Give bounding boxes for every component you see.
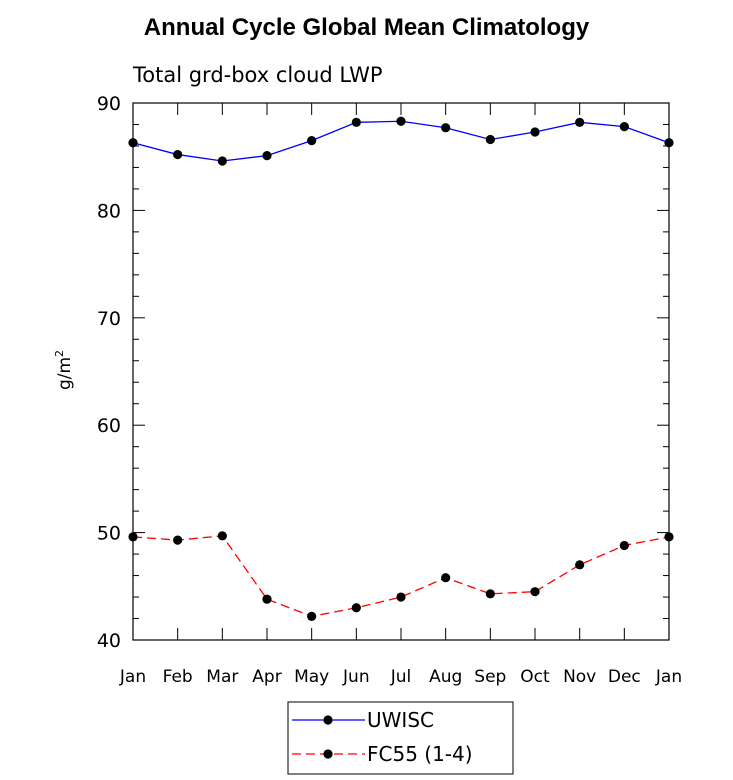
legend-item: FC55 (1-4) (292, 742, 473, 766)
legend-marker (323, 749, 333, 759)
y-tick-label: 90 (97, 93, 121, 115)
data-point (619, 540, 629, 551)
data-point (173, 535, 183, 545)
chart-title: Annual Cycle Global Mean Climatology (143, 14, 590, 41)
y-axis-label-superscript: 2 (53, 350, 66, 357)
data-point (619, 122, 629, 132)
series-1 (128, 531, 674, 621)
data-point (217, 531, 227, 541)
x-tick-label: Jul (390, 667, 412, 687)
data-point (307, 611, 317, 621)
series-line (132, 535, 670, 618)
data-point (307, 135, 317, 146)
data-point (262, 151, 272, 161)
x-tick-label: Apr (252, 667, 281, 687)
data-point (396, 592, 406, 602)
data-point (217, 156, 227, 166)
x-tick-label: Aug (429, 667, 462, 687)
series-layer (128, 116, 674, 621)
data-point (396, 116, 406, 126)
x-tick-label: Dec (608, 667, 641, 687)
y-tick-label: 50 (97, 523, 121, 545)
legend-box (287, 701, 514, 775)
axis-ticks: 40 50 60 70 80 90 Jan Feb Mar Apr May Jun Jul Aug Sep O… (97, 93, 682, 687)
legend: UWISC FC55 (1-4) (287, 701, 514, 775)
x-tick-label: Sep (474, 667, 506, 687)
data-point (530, 127, 540, 137)
x-tick-label: Mar (206, 667, 238, 687)
y-tick-label: 80 (97, 200, 121, 222)
series-0 (128, 116, 674, 166)
x-tick-label: Oct (520, 667, 550, 687)
data-point (351, 117, 361, 127)
x-tick-label: Nov (563, 667, 596, 687)
data-point (664, 532, 674, 542)
series-line (132, 120, 670, 162)
plot-frame (132, 102, 670, 641)
data-point (664, 138, 674, 148)
data-point (530, 587, 540, 597)
data-point (485, 134, 495, 145)
legend-marker (323, 715, 333, 725)
legend-item: UWISC (292, 708, 434, 732)
y-axis-label-text: g/m (55, 357, 75, 390)
axes-frame (132, 102, 670, 641)
legend-label: FC55 (1-4) (367, 742, 473, 766)
data-point (441, 573, 451, 583)
x-tick-label: Jan (655, 667, 682, 687)
data-point (173, 149, 183, 160)
y-tick-label: 70 (97, 308, 121, 330)
y-axis-label: g/m2 (53, 350, 75, 390)
data-point (485, 589, 495, 599)
legend-items: UWISC FC55 (1-4) (292, 708, 473, 766)
chart-subtitle: Total grd-box cloud LWP (132, 63, 383, 87)
data-point (128, 532, 138, 542)
y-tick-label: 40 (97, 630, 121, 652)
y-tick-label: 60 (97, 415, 121, 437)
data-point (575, 560, 585, 570)
x-tick-label: Feb (163, 667, 193, 687)
data-point (441, 123, 451, 133)
data-point (575, 117, 585, 127)
legend-label: UWISC (367, 708, 434, 732)
data-point (128, 138, 138, 148)
x-tick-label: Jun (342, 667, 370, 687)
data-point (351, 603, 361, 613)
x-tick-label: Jan (119, 667, 146, 687)
data-point (262, 594, 272, 604)
x-tick-label: May (294, 667, 329, 687)
